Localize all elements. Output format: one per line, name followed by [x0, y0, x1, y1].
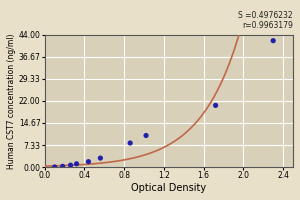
- Point: [68, 164, 73, 167]
- Point: [74, 162, 79, 165]
- Text: S =0.4976232
r=0.9963179: S =0.4976232 r=0.9963179: [238, 11, 293, 30]
- Point: [86, 160, 91, 163]
- Point: [213, 104, 218, 107]
- Point: [271, 39, 276, 42]
- Point: [144, 134, 148, 137]
- Point: [52, 165, 57, 169]
- Point: [98, 156, 103, 160]
- Point: [128, 141, 133, 145]
- Point: [60, 165, 65, 168]
- Y-axis label: Human CST7 concentration (ng/ml): Human CST7 concentration (ng/ml): [7, 33, 16, 169]
- X-axis label: Optical Density: Optical Density: [131, 183, 206, 193]
